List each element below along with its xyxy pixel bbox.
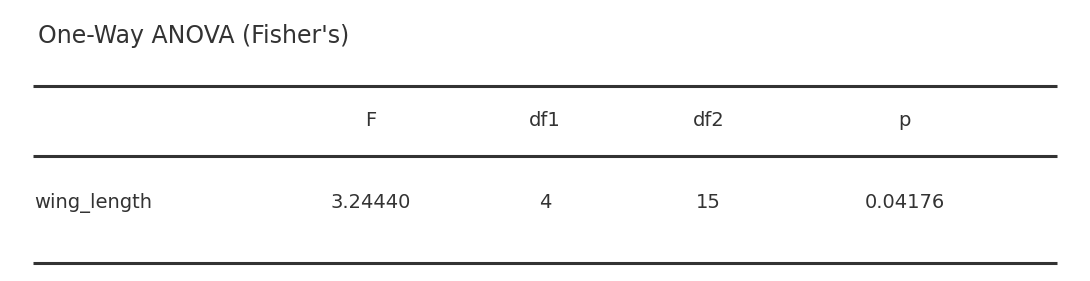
Text: 4: 4 [538,194,552,212]
Text: 0.04176: 0.04176 [864,194,945,212]
Text: p: p [898,112,911,130]
Text: 3.24440: 3.24440 [330,194,411,212]
Text: wing_length: wing_length [35,193,153,213]
Text: One-Way ANOVA (Fisher's): One-Way ANOVA (Fisher's) [38,24,350,48]
Text: F: F [365,112,376,130]
Text: df2: df2 [692,112,725,130]
Text: 15: 15 [697,194,720,212]
Text: df1: df1 [529,112,561,130]
